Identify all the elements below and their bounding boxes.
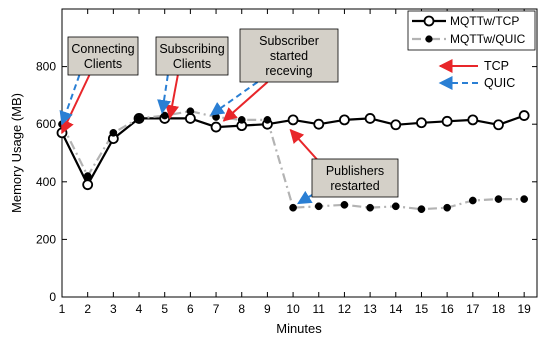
tcp-arrow — [222, 81, 269, 122]
annotation-text: restarted — [330, 179, 379, 193]
data-point — [417, 205, 426, 214]
series-line-2 — [61, 110, 525, 211]
data-point — [468, 196, 477, 205]
annotation-text: Subscriber — [259, 34, 319, 48]
annotation-text: receving — [265, 64, 312, 78]
x-axis-label: Minutes — [276, 321, 322, 336]
annotation-background — [155, 36, 229, 76]
annotation-text: Connecting — [71, 42, 134, 56]
data-point — [339, 114, 350, 126]
x-axis: 1 2 3 4 5 6 7 8 9 10 11 12 13 14 15 16 17 18 19 — [59, 9, 531, 316]
y-tick-label: 0 — [49, 290, 56, 304]
data-point — [83, 172, 92, 180]
x-tick-label: 4 — [136, 302, 143, 316]
plot-frame — [61, 8, 538, 298]
y-tick-label: 400 — [36, 175, 56, 189]
y-tick-label: 800 — [36, 60, 56, 74]
x-tick-label: 10 — [286, 302, 300, 316]
plot-area — [61, 8, 538, 298]
data-point — [263, 116, 272, 124]
x-tick-label: 19 — [517, 302, 531, 316]
annotation-text: Publishers — [326, 164, 384, 178]
tcp-arrow — [61, 74, 91, 135]
annotation-background — [239, 28, 339, 83]
legend-label: MQTTw/TCP — [450, 14, 519, 28]
data-point — [366, 203, 374, 212]
legend-marker — [425, 35, 433, 43]
y-tick-label: 200 — [36, 232, 56, 246]
x-tick-label: 6 — [187, 302, 194, 316]
legend-label: MQTTw/QUIC — [450, 32, 526, 46]
x-tick-label: 2 — [84, 302, 91, 316]
data-point — [416, 117, 427, 129]
data-point — [237, 116, 246, 124]
data-point — [212, 113, 220, 121]
x-tick-label: 5 — [161, 302, 168, 316]
x-tick-label: 16 — [440, 302, 454, 316]
data-point — [443, 203, 451, 212]
arrow-key-label: TCP — [484, 59, 509, 73]
data-point — [520, 195, 529, 203]
tcp-arrow — [165, 74, 180, 120]
data-point — [340, 200, 349, 209]
data-point — [109, 128, 118, 137]
data-point — [518, 110, 530, 121]
x-tick-label: 13 — [363, 302, 377, 316]
data-point — [467, 114, 479, 126]
data-point — [210, 121, 222, 133]
data-point — [289, 203, 297, 212]
annotation-text: started — [270, 49, 308, 63]
data-point — [314, 202, 323, 211]
data-point — [82, 179, 94, 191]
x-tick-label: 15 — [415, 302, 429, 316]
x-tick-label: 8 — [238, 302, 245, 316]
x-tick-label: 1 — [59, 302, 66, 316]
x-tick-label: 18 — [492, 302, 506, 316]
data-point — [441, 115, 453, 127]
data-point — [160, 111, 169, 120]
legend: MQTTw/TCP MQTTw/QUIC — [407, 10, 536, 51]
data-point — [287, 114, 299, 126]
y-axis-label: Memory Usage (MB) — [9, 93, 24, 213]
series-layer — [56, 107, 530, 214]
annotation-text: Clients — [173, 57, 211, 71]
x-tick-label: 7 — [213, 302, 220, 316]
series-line-1 — [61, 114, 525, 186]
data-point — [186, 107, 195, 116]
data-point — [184, 113, 196, 124]
quic-arrow — [209, 81, 259, 116]
y-tick-label: 600 — [36, 117, 56, 131]
arrow-key: TCP QUIC — [438, 59, 515, 90]
annotation-arrows — [59, 74, 323, 205]
quic-arrow — [59, 74, 81, 126]
data-point — [494, 195, 503, 203]
x-tick-label: 3 — [110, 302, 117, 316]
annotation-text: Clients — [84, 57, 122, 71]
data-point — [364, 113, 376, 124]
annotation-background — [67, 36, 139, 76]
quic-arrow — [297, 190, 313, 205]
arrow-key-label: QUIC — [484, 76, 515, 90]
annotation-background — [311, 158, 399, 198]
data-point — [390, 119, 402, 131]
data-point — [391, 202, 400, 211]
data-point — [493, 119, 504, 131]
data-point — [313, 118, 325, 130]
y-axis: 0 200 400 600 800 — [36, 60, 537, 304]
quic-arrow — [157, 74, 171, 115]
x-tick-label: 17 — [466, 302, 480, 316]
data-point — [135, 114, 143, 123]
annotations-layer: ConnectingClientsSubscribingClientsSubsc… — [67, 28, 399, 198]
x-tick-label: 9 — [264, 302, 271, 316]
x-tick-label: 14 — [389, 302, 403, 316]
legend-marker — [423, 15, 435, 27]
x-tick-label: 11 — [313, 302, 326, 316]
annotation-text: Subscribing — [159, 42, 224, 56]
x-tick-label: 12 — [338, 302, 352, 316]
